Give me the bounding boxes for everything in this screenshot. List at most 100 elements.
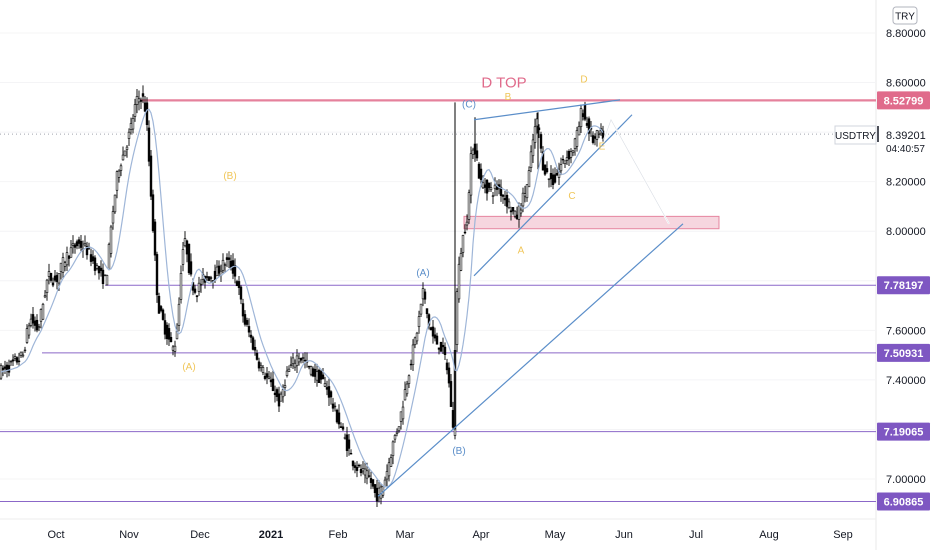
wave-label[interactable]: A bbox=[518, 246, 525, 257]
wave-label[interactable]: (A) bbox=[182, 362, 195, 373]
candle-body bbox=[507, 201, 511, 208]
wave-label[interactable]: (C) bbox=[462, 99, 476, 110]
candle-body bbox=[461, 235, 465, 253]
candle-body bbox=[133, 104, 137, 117]
candle-body bbox=[531, 139, 535, 157]
symbol-tag[interactable] bbox=[834, 125, 877, 145]
candle-body bbox=[101, 269, 105, 284]
trendlines bbox=[377, 99, 684, 497]
candle-body bbox=[255, 352, 259, 360]
candle-body bbox=[49, 272, 53, 281]
date-tick-label: Feb bbox=[329, 529, 348, 541]
candle-body bbox=[447, 367, 451, 384]
wave-label[interactable]: D TOP bbox=[481, 75, 526, 92]
level-price-badge bbox=[877, 422, 930, 441]
candle-body bbox=[107, 243, 111, 270]
candle-body bbox=[385, 471, 389, 480]
candle-body bbox=[377, 487, 381, 495]
price-axis[interactable]: 8.800008.600008.400008.200008.000007.800… bbox=[877, 28, 930, 511]
candle-body bbox=[17, 360, 21, 363]
candle-body bbox=[451, 410, 455, 428]
candle-body bbox=[585, 123, 589, 126]
candle-body bbox=[331, 403, 335, 409]
candle-body bbox=[173, 345, 177, 352]
candle-body bbox=[325, 387, 329, 390]
wave-label[interactable]: B bbox=[505, 92, 512, 103]
candle-body bbox=[223, 264, 227, 266]
wave-label[interactable]: (A) bbox=[416, 268, 429, 279]
candle-body bbox=[519, 209, 523, 214]
date-tick-label: Nov bbox=[119, 529, 139, 541]
wave-label[interactable]: E bbox=[599, 141, 606, 152]
candle-body bbox=[209, 277, 213, 279]
last-price-label: 8.39201 bbox=[886, 130, 926, 142]
candle-body bbox=[423, 291, 427, 300]
candle-body bbox=[149, 155, 153, 197]
candle-body bbox=[323, 383, 327, 387]
wave-label[interactable]: D bbox=[580, 75, 587, 86]
level-price-badge bbox=[877, 343, 930, 362]
candle-body bbox=[253, 346, 257, 351]
horizontal-levels bbox=[0, 99, 876, 503]
candle-body bbox=[227, 257, 231, 260]
candle-body bbox=[363, 468, 367, 476]
candle-body bbox=[581, 113, 585, 117]
wave-label[interactable]: (B) bbox=[452, 446, 465, 457]
trendline[interactable] bbox=[473, 99, 621, 121]
candle-body bbox=[179, 272, 183, 300]
level-price-badge bbox=[877, 276, 930, 295]
date-tick-label: Jun bbox=[615, 529, 633, 541]
candle-body bbox=[413, 337, 417, 346]
candle-body bbox=[365, 470, 369, 479]
candle-body bbox=[59, 262, 63, 272]
trendline[interactable] bbox=[377, 223, 684, 497]
candle-body bbox=[401, 406, 405, 420]
candle-body bbox=[457, 263, 461, 300]
candle-body bbox=[213, 270, 217, 281]
wave-label[interactable]: (B) bbox=[223, 171, 236, 182]
candle-body bbox=[199, 283, 203, 286]
candle-body bbox=[583, 104, 587, 120]
candle-body bbox=[61, 257, 65, 273]
resistance-zone bbox=[463, 215, 720, 230]
resistance-zone-box[interactable] bbox=[463, 215, 720, 230]
wave-label[interactable]: C bbox=[568, 191, 575, 202]
candle-body bbox=[125, 146, 129, 151]
candle-body bbox=[509, 210, 513, 213]
candle-body bbox=[319, 371, 323, 380]
candle-body bbox=[57, 273, 61, 284]
candle-body bbox=[315, 371, 319, 381]
currency-badge[interactable] bbox=[892, 6, 918, 25]
candle-body bbox=[243, 314, 247, 325]
candle-body bbox=[313, 368, 317, 377]
candle-body bbox=[547, 178, 551, 181]
trendline[interactable] bbox=[473, 114, 633, 277]
candle-body bbox=[301, 357, 305, 359]
candle-body bbox=[67, 255, 71, 259]
moving-average-line bbox=[0, 108, 604, 488]
wave-annotations: D TOP (C) (A) (B) (A) (B) A B C D E bbox=[182, 75, 605, 458]
candle-body bbox=[31, 314, 35, 324]
candle-body bbox=[491, 195, 495, 197]
candle-body bbox=[79, 241, 83, 248]
candle-body bbox=[333, 405, 337, 408]
candle-body bbox=[123, 150, 127, 157]
candle-body bbox=[501, 194, 505, 197]
candle-body bbox=[553, 174, 557, 183]
candle-body bbox=[93, 257, 97, 271]
price-tick-label: 8.60000 bbox=[886, 78, 926, 90]
candle-body bbox=[429, 327, 433, 331]
time-axis[interactable]: Oct Nov Dec 2021 Feb Mar Apr May Jun Jul Aug Sep bbox=[47, 529, 852, 541]
candle-body bbox=[359, 469, 363, 474]
moving-average bbox=[0, 108, 604, 488]
candle-body bbox=[373, 484, 377, 494]
price-tick-label: 8.80000 bbox=[886, 28, 926, 40]
date-tick-label: 2021 bbox=[259, 529, 283, 541]
candle-body bbox=[9, 360, 13, 363]
candle-body bbox=[29, 318, 33, 326]
candle-body bbox=[183, 238, 187, 247]
candle-body bbox=[311, 368, 315, 377]
candle-body bbox=[371, 479, 375, 487]
